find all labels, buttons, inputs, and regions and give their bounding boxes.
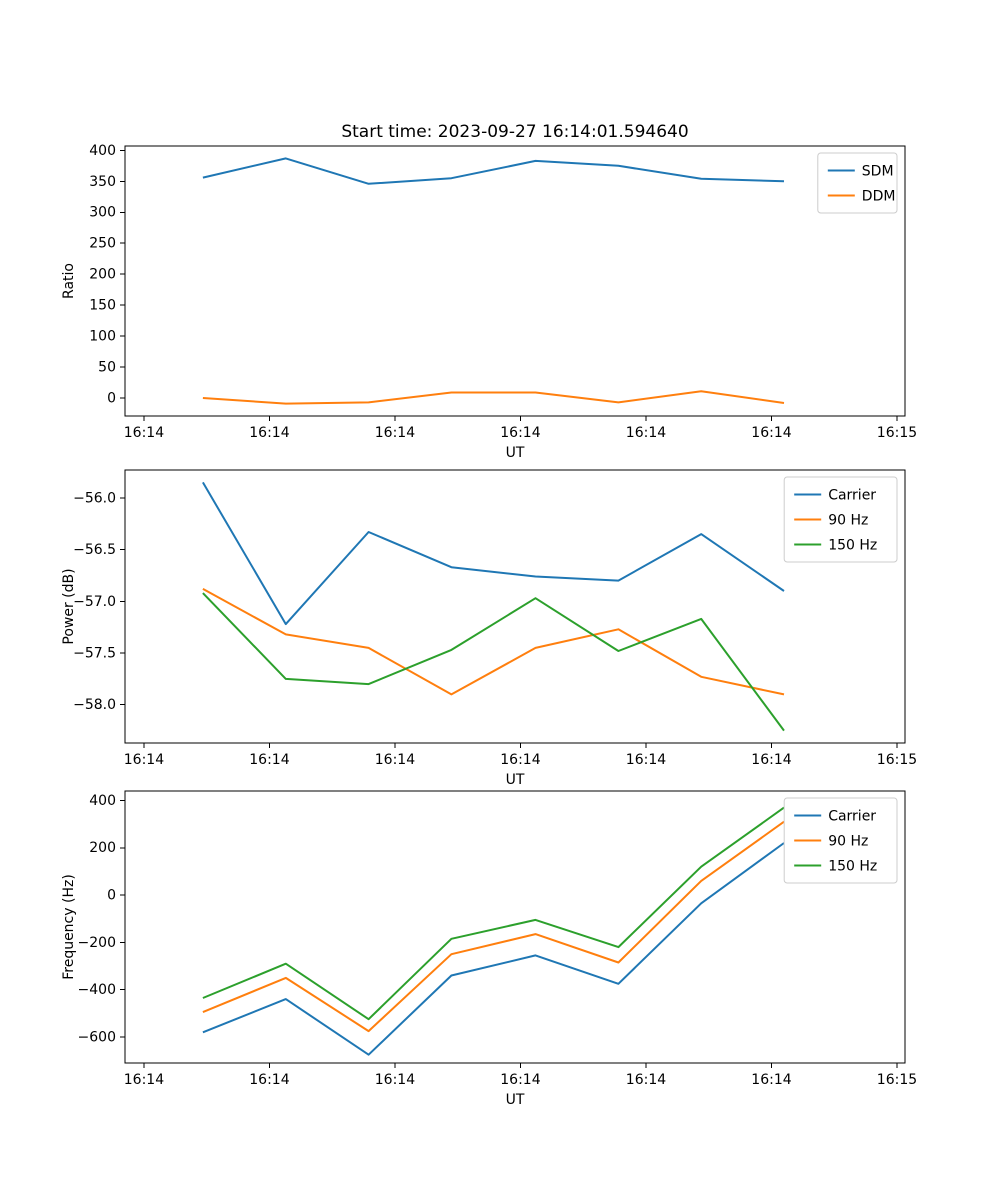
series-line-carrier (202, 842, 785, 1056)
y-axis-tick-label: 250 (89, 236, 116, 252)
legend-label: DDM (862, 188, 896, 204)
x-axis-label: UT (506, 772, 525, 788)
y-axis-tick-label: −57.5 (73, 646, 116, 662)
x-axis-tick-label: 16:14 (626, 752, 666, 768)
y-axis-tick-label: 50 (98, 360, 116, 376)
y-axis-tick-label: −600 (78, 1029, 116, 1045)
y-axis-tick-label: 350 (89, 174, 116, 190)
x-axis-tick-label: 16:14 (375, 752, 415, 768)
x-axis-tick-label: 16:14 (500, 1072, 540, 1088)
x-axis-tick-label: 16:14 (751, 1072, 791, 1088)
y-axis-tick-label: −56.0 (73, 490, 116, 506)
x-axis-tick-label: 16:14 (249, 425, 289, 441)
y-axis-tick-label: 200 (89, 267, 116, 283)
x-axis-tick-label: 16:14 (249, 752, 289, 768)
axes-frame (124, 790, 906, 1064)
y-axis-label: Power (dB) (61, 568, 77, 644)
legend-label: 150 Hz (828, 858, 877, 874)
subplot-power-db: 16:14 16:14 16:14 16:14 16:14 16:14 16:15 −56.0… (61, 469, 917, 788)
y-axis-tick-label: 0 (107, 391, 116, 407)
x-axis-label: UT (506, 1092, 525, 1108)
x-axis-tick-label: 16:14 (124, 1072, 164, 1088)
legend-label: 90 Hz (828, 833, 868, 849)
x-axis-tick-label: 16:14 (375, 1072, 415, 1088)
y-axis-tick-label: −400 (78, 982, 116, 998)
subplot-ratio: 16:14 16:14 16:14 16:14 16:14 16:14 16:15 0 50 10… (61, 143, 917, 461)
x-axis-tick-label: 16:14 (626, 425, 666, 441)
series-line-150-hz (202, 806, 785, 1021)
y-axis-label: Frequency (Hz) (61, 874, 77, 980)
y-axis-tick-label: −57.0 (73, 594, 116, 610)
y-axis-tick-label: 200 (89, 840, 116, 856)
legend-label: SDM (862, 163, 894, 179)
legend-box (783, 476, 898, 563)
x-axis-label: UT (506, 445, 525, 461)
legend-label: Carrier (828, 487, 876, 503)
series-line-150-hz (202, 592, 785, 732)
legend-label: Carrier (828, 808, 876, 824)
x-axis-tick-label: 16:14 (626, 1072, 666, 1088)
y-axis-tick-label: −200 (78, 935, 116, 951)
x-axis-tick-label: 16:14 (751, 752, 791, 768)
legend-label: 150 Hz (828, 537, 877, 553)
y-axis-tick-label: −58.0 (73, 697, 116, 713)
legend-box (783, 797, 898, 884)
x-axis-tick-label: 16:14 (249, 1072, 289, 1088)
legend: SDM DDM (817, 152, 898, 214)
x-axis-tick-label: 16:15 (877, 752, 917, 768)
legend: Carrier 90 Hz 150 Hz (783, 476, 898, 563)
series-line-90-hz (202, 588, 785, 696)
x-axis-tick-label: 16:14 (751, 425, 791, 441)
x-axis-tick-label: 16:15 (877, 1072, 917, 1088)
legend: Carrier 90 Hz 150 Hz (783, 797, 898, 884)
y-axis-tick-label: 400 (89, 143, 116, 159)
y-axis-tick-label: 300 (89, 205, 116, 221)
legend-box (817, 152, 898, 214)
y-axis-tick-label: 150 (89, 298, 116, 314)
x-axis-tick-label: 16:14 (500, 425, 540, 441)
y-axis-tick-label: 400 (89, 793, 116, 809)
x-axis-tick-label: 16:14 (500, 752, 540, 768)
subplot-frequency-hz: 16:14 16:14 16:14 16:14 16:14 16:14 16:15 400 20… (61, 790, 917, 1108)
x-axis-tick-label: 16:14 (375, 425, 415, 441)
x-axis-tick-label: 16:14 (124, 425, 164, 441)
y-axis-tick-label: 100 (89, 329, 116, 345)
series-line-carrier (202, 481, 785, 626)
legend-label: 90 Hz (828, 512, 868, 528)
x-axis-tick-label: 16:14 (124, 752, 164, 768)
y-axis-tick-label: 0 (107, 888, 116, 904)
series-line-90-hz (202, 820, 785, 1033)
y-axis-tick-label: −56.5 (73, 542, 116, 558)
series-line-sdm (202, 157, 785, 185)
x-axis-tick-label: 16:15 (877, 425, 917, 441)
y-axis-label: Ratio (61, 263, 77, 299)
chart-title: Start time: 2023-09-27 16:14:01.594640 (341, 122, 689, 142)
axes-frame (124, 469, 906, 744)
series-line-ddm (202, 390, 785, 405)
axes-frame (124, 145, 906, 417)
